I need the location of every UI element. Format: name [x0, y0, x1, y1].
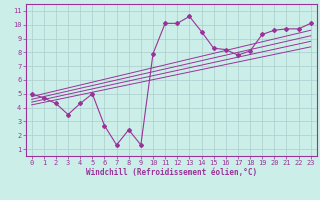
X-axis label: Windchill (Refroidissement éolien,°C): Windchill (Refroidissement éolien,°C) [86, 168, 257, 177]
